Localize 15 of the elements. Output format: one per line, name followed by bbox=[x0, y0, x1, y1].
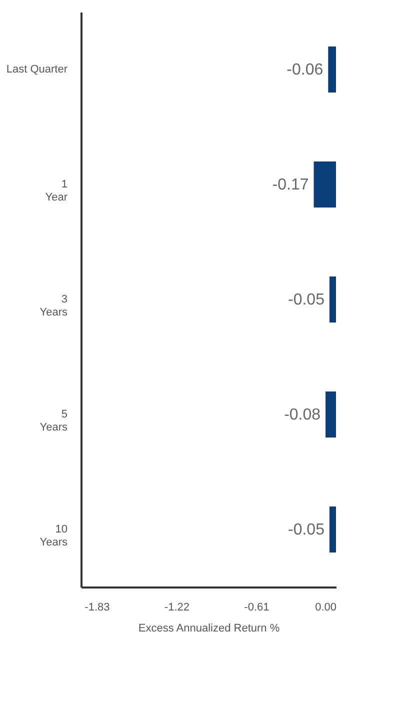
y-tick-label: 3 Years bbox=[40, 294, 68, 318]
y-tick-label: Last Quarter bbox=[6, 64, 68, 76]
y-tick-label: 10 Years bbox=[40, 524, 68, 548]
data-label: -0.05 bbox=[288, 292, 325, 308]
data-label: -0.05 bbox=[288, 522, 325, 538]
x-tick-label: -0.61 bbox=[244, 602, 270, 614]
x-tick-label: -1.83 bbox=[84, 602, 110, 614]
y-tick-label: 5 Years bbox=[40, 408, 68, 434]
data-label: -0.08 bbox=[284, 406, 321, 424]
x-tick-label: -1.22 bbox=[164, 602, 190, 614]
y-tick-label: 1 Year bbox=[45, 178, 68, 204]
x-tick-label: 0.00 bbox=[315, 602, 336, 614]
x-axis-title: Excess Annualized Return % bbox=[138, 622, 280, 634]
data-label: -0.17 bbox=[272, 176, 309, 194]
data-label: -0.06 bbox=[286, 62, 324, 78]
